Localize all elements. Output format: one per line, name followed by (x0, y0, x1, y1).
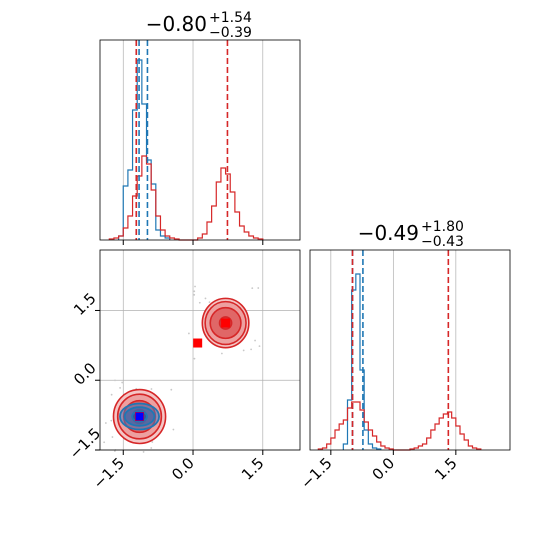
marginal-x-frame (99, 39, 301, 241)
title-marginal-y-main: −0.49 (358, 221, 419, 245)
marginal-y-xtick-label: 0.0 (369, 454, 399, 484)
joint-frame (99, 249, 301, 451)
scatter-point (172, 428, 175, 431)
marginal-y-histogram-1 (317, 401, 482, 451)
marginal-x-histogram-0 (118, 59, 171, 240)
scatter-point (113, 450, 116, 452)
scatter-point (251, 287, 254, 290)
scatter-point (150, 447, 153, 449)
title-marginal-y-sub: −0.43 (421, 234, 464, 250)
truth-marker-3 (135, 412, 144, 421)
scatter-point (187, 332, 190, 335)
scatter-point (104, 422, 107, 424)
title-marginal-x-sup: +1.54 (209, 10, 252, 26)
scatter-point (110, 419, 113, 422)
scatter-point (242, 349, 245, 352)
scatter-point (142, 451, 145, 453)
scatter-point (220, 352, 223, 355)
scatter-point (111, 436, 114, 438)
joint-ytick-label: −1.5 (66, 424, 104, 462)
scatter-point (110, 393, 113, 396)
scatter-point (151, 441, 154, 443)
title-marginal-x-main: −0.80 (146, 12, 207, 36)
truth-marker-0 (193, 338, 203, 348)
title-marginal-y-sup: +1.80 (421, 219, 464, 235)
scatter-point (103, 441, 106, 444)
scatter-point (193, 290, 196, 293)
scatter-point (208, 301, 211, 303)
scatter-point (257, 287, 260, 289)
marginal-y-histogram-0 (342, 273, 382, 450)
marginal-y-xtick-label: 1.5 (431, 454, 461, 484)
scatter-point (119, 387, 121, 389)
joint-xtick-label: −1.5 (90, 454, 128, 492)
scatter-point (254, 339, 256, 342)
scatter-point (170, 388, 173, 391)
scatter-point (194, 285, 196, 288)
joint-xtick-label: 0.0 (168, 454, 198, 484)
truth-marker-1 (221, 318, 231, 328)
joint-xtick-label: 1.5 (238, 454, 268, 484)
scatter-point (121, 381, 124, 384)
scatter-point (198, 301, 201, 304)
scatter-point (150, 388, 153, 390)
joint-ytick-label: 0.0 (70, 359, 100, 389)
joint-ytick-label: 1.5 (70, 289, 100, 319)
title-marginal-y: −0.49 +1.80 −0.43 (358, 219, 464, 250)
joint-panel: −1.5 0.0 1.5 −1.5 0.0 1.5 (66, 249, 301, 493)
scatter-point (193, 357, 196, 360)
scatter-point (250, 348, 253, 351)
scatter-point (258, 345, 261, 348)
scatter-point (204, 297, 207, 300)
title-marginal-x: −0.80 +1.54 −0.39 (146, 10, 252, 41)
marginal-y-panel: −1.5 0.0 1.5 (297, 249, 511, 493)
marginal-x-panel (99, 39, 301, 245)
scatter-point (114, 379, 116, 382)
title-marginal-x-sub: −0.39 (209, 25, 252, 41)
marginal-y-frame (309, 249, 511, 451)
scatter-point (193, 293, 196, 296)
marginal-y-xtick-label: −1.5 (297, 454, 335, 492)
